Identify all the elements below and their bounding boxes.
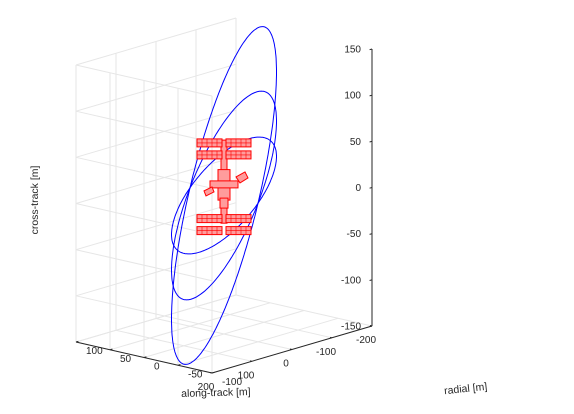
z-tick-mark bbox=[369, 325, 373, 328]
grid-wall-line bbox=[75, 64, 213, 97]
station-module-radiator bbox=[203, 186, 215, 197]
grid-wall-line bbox=[75, 203, 213, 235]
z-tick-label: 0 bbox=[355, 183, 361, 194]
x-tick-label: 100 bbox=[238, 370, 255, 381]
y-tick-label: -50 bbox=[188, 369, 203, 380]
x-tick-label: 0 bbox=[283, 359, 289, 370]
y-tick-label: 50 bbox=[120, 354, 132, 365]
z-tick-label: -150 bbox=[341, 322, 361, 333]
x-tick-mark bbox=[209, 372, 213, 374]
station-module-lower bbox=[219, 197, 229, 209]
solar-array bbox=[196, 214, 223, 224]
x-tick-label: -200 bbox=[356, 335, 376, 346]
station-model bbox=[196, 138, 252, 236]
grid-wall-line bbox=[75, 202, 237, 251]
axes bbox=[75, 48, 373, 374]
solar-array bbox=[196, 138, 223, 148]
grid-wall-line bbox=[75, 156, 213, 189]
y-tick-label: 0 bbox=[154, 362, 160, 373]
y-tick-mark bbox=[143, 356, 147, 358]
grid-wall-line bbox=[75, 295, 213, 328]
z-tick-label: 50 bbox=[350, 137, 362, 148]
z-tick-label: -100 bbox=[341, 275, 361, 286]
solar-array bbox=[196, 150, 223, 160]
tick-labels: -200 -100 0 100 200 -100 -50 0 50 100 -150 -100 -50 0… bbox=[86, 45, 376, 394]
x-tick-label: -100 bbox=[316, 347, 336, 358]
solar-array bbox=[225, 214, 252, 224]
grid-wall-line bbox=[75, 294, 237, 343]
x-tick-mark bbox=[329, 336, 333, 339]
grid-floor-line bbox=[177, 317, 339, 366]
z-tick-mark bbox=[369, 233, 373, 235]
z-tick-label: 100 bbox=[344, 91, 361, 102]
x-tick-label: 200 bbox=[198, 382, 215, 393]
z-tick-mark bbox=[369, 187, 373, 189]
solar-array bbox=[225, 150, 252, 160]
x-tick-mark bbox=[249, 360, 253, 362]
y-tick-mark bbox=[109, 348, 113, 351]
y-tick-mark bbox=[211, 371, 215, 374]
z-tick-label: 150 bbox=[344, 45, 361, 56]
z-tick-mark bbox=[369, 140, 373, 143]
solar-array bbox=[225, 138, 252, 148]
solar-array bbox=[196, 226, 223, 236]
grid-wall-line bbox=[75, 249, 213, 282]
y-tick-label: 100 bbox=[86, 346, 103, 357]
y-axis-label: radial [m] bbox=[444, 381, 488, 397]
solar-array bbox=[225, 226, 252, 236]
orbit-ellipse-3 bbox=[171, 26, 277, 365]
grid-wall-line bbox=[75, 248, 237, 297]
z-tick-mark bbox=[369, 279, 373, 281]
z-axis-label: cross-track [m] bbox=[29, 166, 41, 235]
grid-wall-line bbox=[75, 110, 213, 143]
grid-wall-line bbox=[75, 63, 237, 112]
grid-floor-line bbox=[143, 310, 305, 358]
z-tick-mark bbox=[369, 48, 373, 51]
station-module-radiator bbox=[235, 171, 249, 184]
grid-floor-line bbox=[109, 302, 271, 351]
x-axis-label: along-track [m] bbox=[181, 386, 251, 400]
grid-wall-line bbox=[75, 17, 237, 66]
z-tick-mark bbox=[369, 94, 373, 97]
y-tick-label: -100 bbox=[222, 377, 242, 388]
z-tick-label: -50 bbox=[347, 229, 362, 240]
y-tick-mark bbox=[75, 340, 79, 343]
station-module-cross bbox=[209, 180, 239, 189]
x-tick-mark bbox=[289, 348, 293, 350]
y-tick-mark bbox=[177, 364, 181, 366]
